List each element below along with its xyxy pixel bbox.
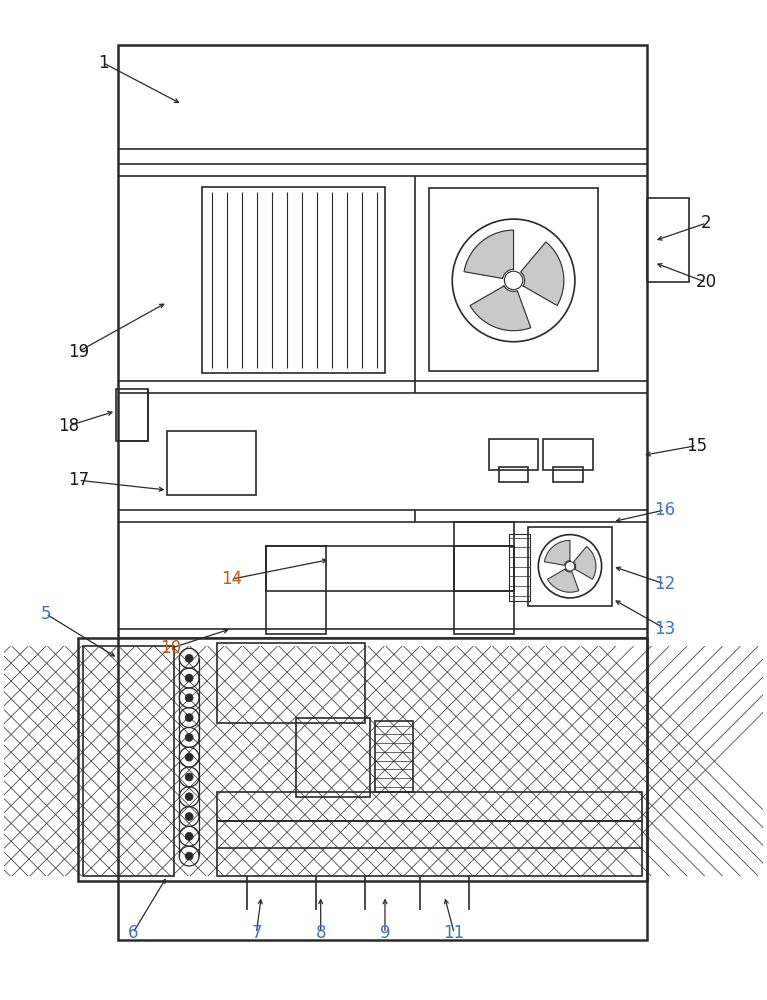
Bar — [84, 646, 174, 876]
Circle shape — [185, 832, 193, 840]
Text: 19: 19 — [67, 343, 89, 361]
Circle shape — [185, 773, 193, 781]
Polygon shape — [548, 569, 579, 592]
Polygon shape — [470, 286, 531, 331]
Bar — [543, 439, 593, 470]
Polygon shape — [545, 540, 570, 565]
Text: 12: 12 — [654, 575, 676, 593]
Text: 5: 5 — [41, 605, 51, 623]
Bar — [528, 527, 613, 606]
Bar — [499, 467, 528, 482]
Bar — [430, 188, 597, 371]
Text: 16: 16 — [654, 501, 676, 519]
Bar — [296, 718, 370, 797]
Circle shape — [185, 813, 193, 820]
Bar — [454, 546, 514, 634]
Bar — [118, 45, 647, 940]
Circle shape — [185, 714, 193, 722]
Circle shape — [185, 852, 193, 860]
Text: 20: 20 — [696, 273, 717, 291]
Bar — [553, 467, 583, 482]
Text: 13: 13 — [654, 620, 676, 638]
Text: 18: 18 — [58, 417, 79, 435]
Bar — [266, 546, 514, 591]
Bar — [217, 792, 642, 821]
Polygon shape — [464, 230, 514, 278]
Bar — [202, 187, 385, 373]
Bar — [116, 389, 147, 441]
Bar — [266, 546, 326, 634]
Circle shape — [185, 793, 193, 801]
Circle shape — [185, 674, 193, 682]
Bar — [167, 431, 256, 495]
Text: 9: 9 — [380, 924, 390, 942]
Text: 8: 8 — [315, 924, 326, 942]
Bar — [78, 638, 647, 881]
Text: 2: 2 — [701, 214, 712, 232]
Bar — [509, 534, 531, 601]
Bar — [454, 522, 514, 591]
Circle shape — [185, 694, 193, 702]
Bar — [217, 821, 642, 876]
Bar — [375, 721, 413, 792]
Text: 15: 15 — [686, 437, 707, 455]
Circle shape — [185, 753, 193, 761]
Polygon shape — [521, 242, 564, 306]
Text: 14: 14 — [221, 570, 242, 588]
Bar — [647, 198, 689, 282]
Text: 10: 10 — [160, 639, 181, 657]
Circle shape — [185, 733, 193, 741]
Text: 1: 1 — [97, 54, 108, 72]
Bar — [84, 646, 174, 876]
Bar — [84, 646, 174, 876]
Circle shape — [185, 654, 193, 662]
Text: 17: 17 — [67, 471, 89, 489]
Text: 11: 11 — [443, 924, 465, 942]
Bar — [217, 643, 365, 723]
Text: 7: 7 — [251, 924, 262, 942]
Bar — [489, 439, 538, 470]
Polygon shape — [574, 546, 596, 579]
Text: 6: 6 — [127, 924, 138, 942]
